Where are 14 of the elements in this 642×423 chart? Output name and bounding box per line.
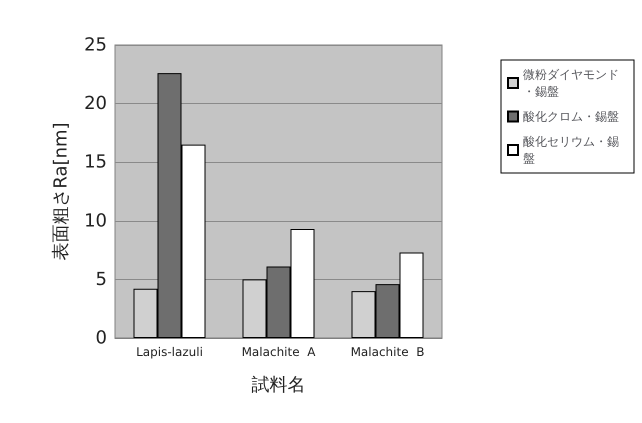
y-tick-label: 15 [84, 152, 107, 173]
x-axis-title: 試料名 [252, 374, 306, 396]
y-tick-label: 10 [84, 210, 107, 232]
legend-label: 酸化セリウム・錫盤 [523, 134, 619, 166]
y-tick-label: 0 [96, 328, 107, 348]
legend-label: 微粉ダイヤモンド・錫盤 [523, 68, 619, 98]
x-tick-label: Lapis-lazuli [136, 345, 203, 359]
legend-label: 酸化クロム・錫盤 [523, 110, 619, 124]
x-tick-label: Malachite A [242, 345, 316, 359]
y-tick-label: 25 [84, 34, 107, 56]
y-tick-label: 5 [96, 268, 107, 290]
y-axis-title: 表面粗さRa[nm] [50, 122, 72, 261]
x-tick-label: Malachite B [350, 345, 424, 359]
y-tick-label: 20 [84, 93, 107, 114]
